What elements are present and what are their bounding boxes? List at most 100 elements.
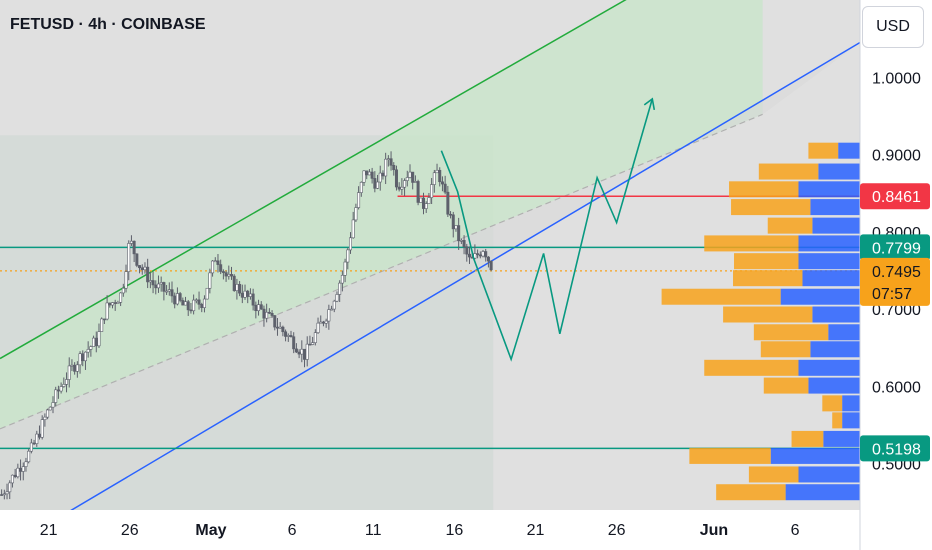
candle-body [303,348,307,360]
channel-middle-line [0,113,763,430]
candle-body [119,292,123,303]
candle-body [67,365,71,380]
volume-profile-buy-bar [822,395,843,412]
candle-body [192,299,196,312]
candle-body [124,271,128,289]
candle-body [319,321,323,324]
volume-profile-sell-bar [798,466,860,483]
candle-body [143,266,147,271]
time-axis-panel [0,510,932,550]
price-badge-label: 0.8461 [872,189,921,206]
candle-body [313,332,317,343]
candle-body [273,315,277,328]
price-badge-label: 0.5198 [872,441,921,458]
volume-profile-sell-bar [823,430,860,447]
candle-body [175,293,179,305]
candle-body [213,260,217,263]
candle-body [94,337,98,347]
candle-body [449,213,453,216]
candle-body [381,172,385,177]
volume-profile-sell-bar [802,270,860,287]
candle-body [132,240,136,255]
candle-body [189,309,193,312]
candle-body [113,302,117,304]
candle-body [446,191,450,215]
volume-profile-sell-bar [808,377,860,394]
candle-body [156,283,160,289]
candle-body [262,308,266,319]
volume-profile-buy-bar [704,235,799,252]
candle-body [457,225,461,242]
candle-body [121,287,125,294]
candle-body [357,192,361,208]
candle-body [100,318,104,332]
candle-body [140,267,144,271]
volume-profile-sell-bar [842,412,860,429]
channel-upper-fill [0,0,763,429]
candle-body [440,181,444,185]
candle-body [246,290,250,297]
candle-body [427,197,431,204]
candle-body [397,186,401,190]
volume-profile-sell-bar [810,341,860,358]
candle-body [300,348,304,355]
volume-profile-sell-bar [798,253,860,270]
candle-body [243,290,247,298]
candle-body [286,335,290,337]
candle-body [275,326,279,329]
volume-profile-buy-bar [661,288,781,305]
currency-unit-button[interactable]: USD [862,6,924,48]
candle-body [392,165,396,171]
candle-body [467,253,471,258]
candle-body [97,331,101,347]
candle-body [2,493,6,496]
candle-body [32,442,36,445]
volume-profile-sell-bar [812,306,860,323]
candle-body [359,181,363,193]
time-tick-label: 26 [121,522,139,539]
candle-body [46,409,50,418]
candle-body [351,219,355,239]
candle-body [416,181,420,203]
candle-body [62,384,66,387]
price-badge [860,257,930,306]
volume-profile-buy-bar [763,377,809,394]
candle-body [432,172,436,185]
candle-body [408,171,412,178]
candle-body [35,433,39,444]
candle-body [16,467,20,478]
volume-profile-buy-bar [733,270,803,287]
candle-body [108,302,112,306]
candle-body [294,348,298,353]
time-tick-label: 21 [527,522,545,539]
candle-body [354,207,358,221]
candle-body [373,178,377,189]
candle-body [89,346,93,350]
candle-body [151,280,155,286]
candle-body [70,364,74,367]
candle-body [340,275,344,284]
price-tick-label: 0.7000 [872,302,921,319]
volume-profile-buy-bar [760,341,811,358]
candle-body [422,197,426,209]
volume-profile-sell-bar [780,288,860,305]
candle-body [327,309,331,322]
candle-body [92,337,96,347]
candle-body [443,183,447,193]
candle-body [83,351,87,362]
candle-body [75,364,79,372]
candle-body [481,251,485,257]
candle-body [332,300,336,310]
time-tick-label: 26 [608,522,626,539]
candle-body [81,353,85,362]
volume-profile-buy-bar [723,306,813,323]
candle-body [346,249,350,263]
price-badge-label: 0.7799 [872,240,921,257]
countdown-label: 07:57 [872,286,912,303]
candle-body [232,275,236,291]
symbol-title: FETUSD · 4h · COINBASE [10,16,206,33]
candle-body [73,364,77,372]
candle-body [476,253,480,256]
